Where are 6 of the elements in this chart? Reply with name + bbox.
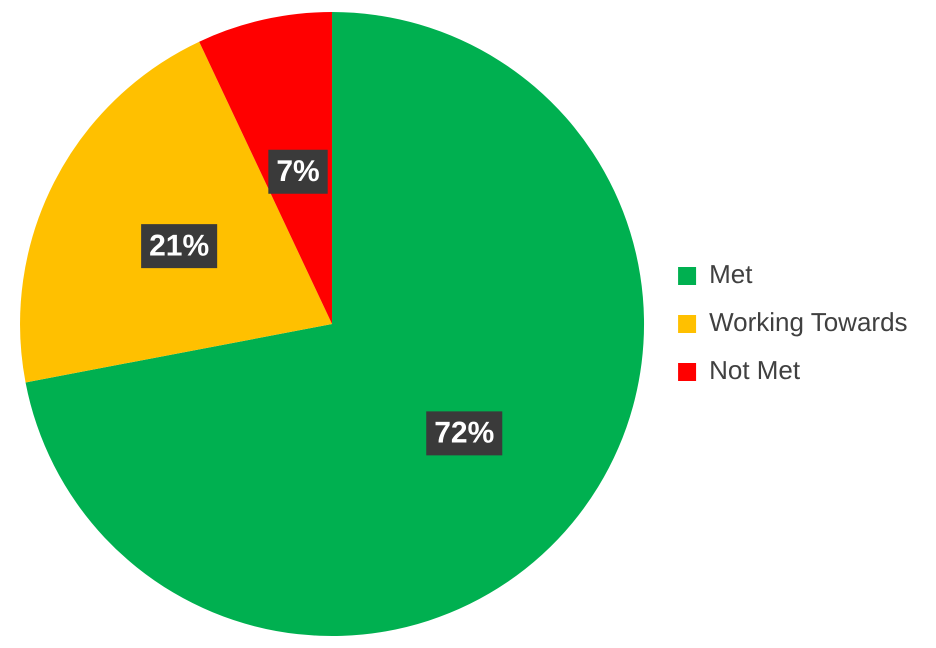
legend-label: Not Met [709,355,801,386]
data-label: 72% [434,416,494,450]
data-label: 7% [276,155,320,188]
legend-label: Met [709,259,754,290]
legend-label: Working Towards [709,307,908,338]
data-label: 21% [149,229,210,262]
